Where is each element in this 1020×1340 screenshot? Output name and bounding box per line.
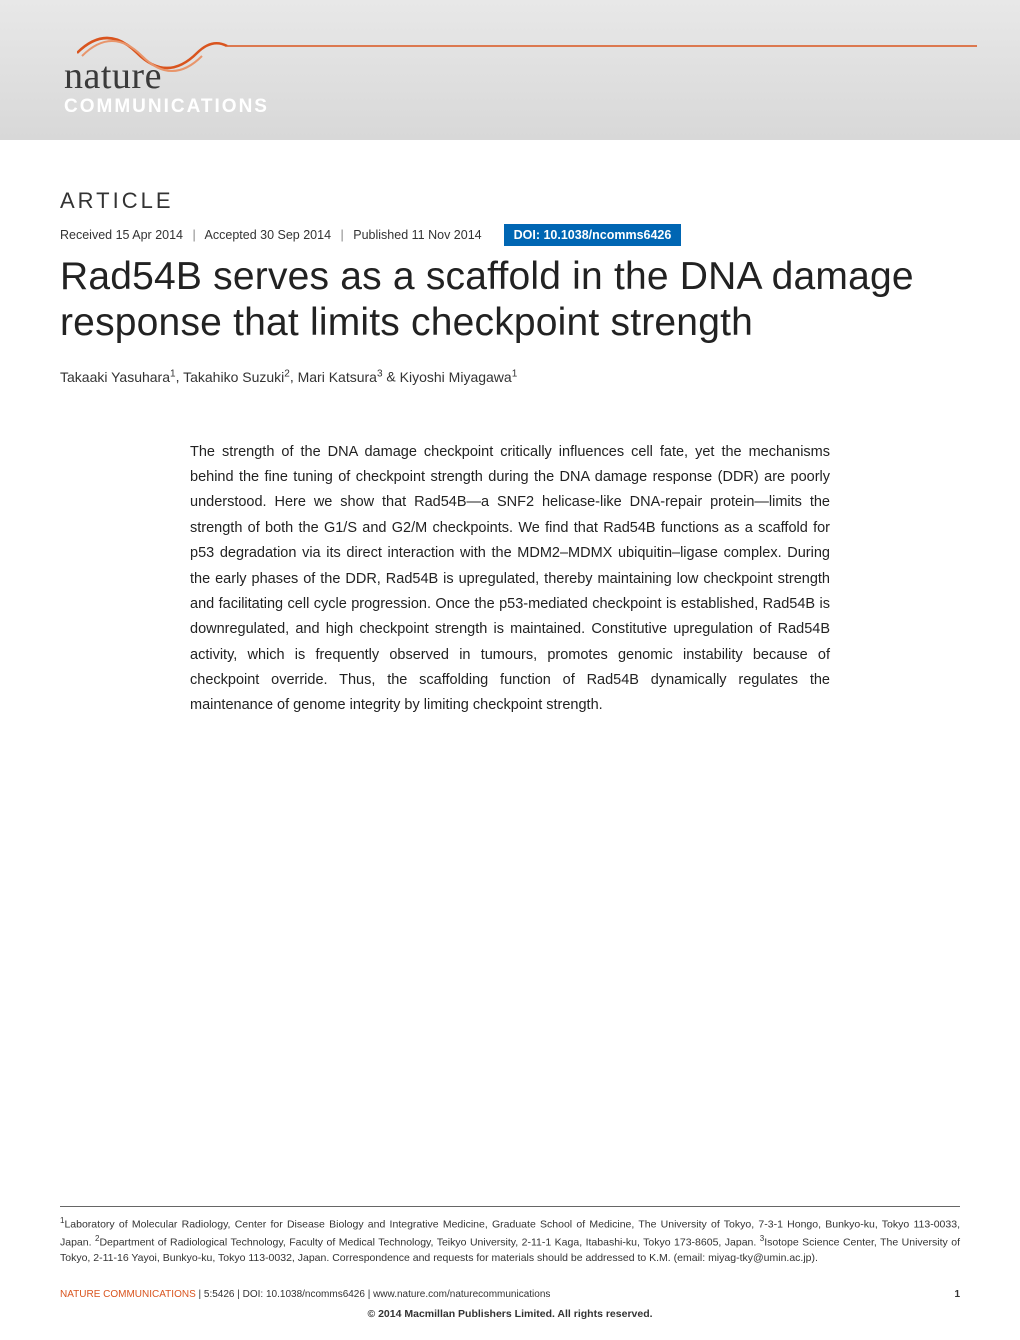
logo-nature-text: nature [64,54,162,98]
article-content: ARTICLE Received 15 Apr 2014 | Accepted … [0,140,1020,719]
journal-banner: nature COMMUNICATIONS [0,0,1020,140]
article-type-label: ARTICLE [60,188,960,214]
divider-icon [60,1206,960,1207]
journal-name: NATURE COMMUNICATIONS [60,1289,196,1300]
article-abstract: The strength of the DNA damage checkpoin… [190,440,830,719]
citation-details: | 5:5426 | DOI: 10.1038/ncomms6426 | www… [196,1289,551,1300]
affiliation-text: Department of Radiological Technology, F… [99,1237,756,1249]
copyright-notice: © 2014 Macmillan Publishers Limited. All… [60,1308,960,1320]
author: Kiyoshi Miyagawa1 [400,369,518,385]
date-published: Published 11 Nov 2014 [353,228,481,242]
citation-text: NATURE COMMUNICATIONS | 5:5426 | DOI: 10… [60,1289,550,1300]
logo-swoosh-icon [77,18,977,78]
article-meta-row: Received 15 Apr 2014 | Accepted 30 Sep 2… [60,224,960,246]
correspondence-text: Correspondence and requests for material… [332,1252,818,1264]
article-dates: Received 15 Apr 2014 | Accepted 30 Sep 2… [60,228,482,242]
logo-communications-text: COMMUNICATIONS [64,96,269,118]
page-number: 1 [954,1289,960,1300]
doi-badge[interactable]: DOI: 10.1038/ncomms6426 [504,224,682,246]
date-received: Received 15 Apr 2014 [60,228,183,242]
author: Takahiko Suzuki2 [183,369,290,385]
article-title: Rad54B serves as a scaffold in the DNA d… [60,254,960,346]
date-accepted: Accepted 30 Sep 2014 [205,228,332,242]
page-footer: 1Laboratory of Molecular Radiology, Cent… [0,1206,1020,1340]
author: Takaaki Yasuhara1 [60,369,176,385]
author: Mari Katsura3 [298,369,383,385]
separator-icon: | [341,228,344,242]
citation-row: NATURE COMMUNICATIONS | 5:5426 | DOI: 10… [60,1289,960,1300]
separator-icon: | [193,228,196,242]
affiliations-block: 1Laboratory of Molecular Radiology, Cent… [60,1215,960,1267]
author-list: Takaaki Yasuhara1, Takahiko Suzuki2, Mar… [60,368,960,385]
journal-logo: nature COMMUNICATIONS [52,18,332,113]
